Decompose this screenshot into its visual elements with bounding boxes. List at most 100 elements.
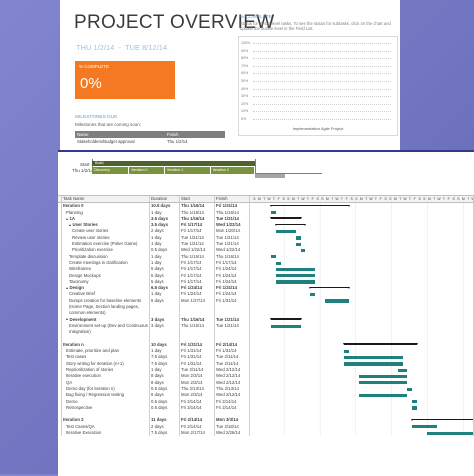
task-row: User Stories 3.5 days Fri 1/17/14 Wed 1/22/… [58, 222, 474, 229]
row-indicator [58, 241, 62, 248]
task-bar [295, 242, 301, 246]
day-label: W [403, 197, 407, 201]
task-finish: Wed 2/12/14 [215, 367, 250, 374]
task-bar [276, 267, 316, 272]
task-name: Reprioritization of stories [66, 367, 114, 373]
row-indicator [58, 259, 62, 267]
gantt-cell [250, 297, 474, 317]
task-bar [397, 368, 408, 372]
task-name: Dumps creation for baseline elements (Ho… [69, 297, 142, 316]
row-indicator [58, 215, 62, 223]
blank-cell [215, 335, 250, 342]
task-duration: 7.5 days [150, 429, 180, 437]
task-name: Planning [66, 209, 83, 215]
task-finish: Tue 1/21/14 [215, 241, 250, 248]
task-bar [276, 280, 316, 284]
task-duration: 3 days [150, 316, 180, 323]
day-label: T [331, 197, 334, 201]
task-name-cell: Create user stories [62, 228, 150, 235]
task-row: Iterative Execution 7.5 days Mon 2/17/14 We… [58, 429, 474, 437]
y-tick-label: 20% [241, 101, 249, 106]
task-row: Dumps creation for baseline elements (Ho… [58, 297, 474, 317]
row-indicator [58, 228, 62, 235]
day-label: T [408, 197, 411, 201]
task-name-cell: Iterative execution [62, 373, 150, 380]
complete-chart: Implementation Agile Project 100% 90% 80% 7… [238, 36, 398, 136]
day-label: W [369, 197, 373, 201]
task-finish: Tue 2/11/14 [215, 360, 250, 368]
chart-title: % COMPLETE [240, 15, 272, 20]
timeline-iteration: Discovery [92, 167, 130, 174]
day-label: T [272, 197, 275, 201]
gantt-cell [250, 322, 474, 336]
milestones-title: MILESTONES DUE [75, 115, 118, 120]
task-duration: 1 day [150, 259, 180, 267]
task-name-cell: Create meetings in clarification [62, 259, 150, 267]
task-duration: 0.5 days [150, 398, 180, 405]
task-finish: Tue 1/21/14 [215, 234, 250, 242]
task-row: Retrospective 0.5 days Fri 2/14/14 Fri 2/14… [58, 404, 474, 412]
blank-cell [180, 411, 215, 418]
task-name-cell: Test cases [62, 354, 150, 361]
task-start: Thu 1/16/14 [180, 209, 215, 216]
task-bar [276, 274, 316, 278]
row-indicator [58, 417, 62, 424]
task-start: Tue 1/21/14 [180, 234, 215, 242]
task-bar [358, 381, 408, 385]
task-finish: Fri 1/31/14 [215, 348, 250, 355]
task-bar [276, 230, 296, 234]
task-duration: 8 days [150, 373, 180, 380]
task-start: Fri 2/14/14 [180, 398, 215, 405]
report-title: PROJECT OVERVIEW [74, 12, 275, 33]
collapse-toggle [69, 223, 71, 226]
task-duration: 0.5 days [150, 404, 180, 412]
task-name-cell: QA [62, 379, 150, 386]
task-finish: Thu 1/16/14 [215, 253, 250, 260]
day-label: T [399, 197, 402, 201]
day-label: F [345, 197, 348, 201]
row-indicator [58, 285, 62, 292]
task-duration: 1 day [150, 241, 180, 248]
task-duration: 8 days [150, 379, 180, 386]
task-bar [344, 356, 403, 360]
task-start: Thu 1/16/14 [180, 203, 215, 210]
day-label: T [297, 197, 300, 201]
y-tick-label: 70% [241, 63, 249, 68]
row-indicator [58, 385, 62, 393]
task-finish: Wed 1/22/14 [215, 247, 250, 254]
task-duration: 1 day [150, 209, 180, 216]
task-finish: Fri 1/24/14 [215, 291, 250, 298]
overview-panel: PROJECT OVERVIEW THU 1/2/14 - TUE 8/12/1… [60, 0, 400, 150]
timeline-start-date: Thu 1/2/14 [72, 168, 94, 173]
task-name-cell: Bug fixing / Regression testing [62, 392, 150, 399]
task-duration: 3 days [150, 322, 180, 336]
task-name: Iteration n [63, 341, 84, 347]
task-finish: Mon 1/20/14 [215, 228, 250, 235]
row-indicator [58, 297, 62, 317]
y-tick-label: 80% [241, 56, 249, 61]
row-indicator [58, 322, 62, 336]
task-bar [344, 362, 403, 366]
summary-bar [270, 217, 302, 219]
task-bar [358, 374, 408, 379]
day-label: M [291, 197, 295, 201]
row-indicator [58, 398, 62, 405]
column-header: Finish [215, 196, 250, 203]
task-finish: Tue 2/11/14 [215, 354, 250, 361]
day-label: S [389, 197, 392, 201]
y-tick-label: 0% [241, 117, 247, 121]
timeline-iteration: Iteration 2 [210, 167, 255, 174]
task-row: QA 8 days Mon 2/3/14 Wed 2/12/14 [58, 379, 474, 386]
task-bar [310, 293, 316, 297]
task-name-cell: Template discussion [62, 253, 150, 260]
day-label: T [340, 197, 343, 201]
task-finish: Wed 2/26/14 [215, 429, 250, 437]
timeline-iterations: Discovery Iteration 0 Iteration 1 Iteration… [92, 167, 255, 174]
task-start: Fri 1/31/14 [180, 360, 215, 368]
gantt-cell [250, 429, 474, 437]
task-finish: Fri 1/24/14 [215, 278, 250, 286]
day-label: M [325, 197, 329, 201]
task-name-cell: Iteration 0 [62, 203, 150, 210]
task-row: Create user stories 2 days Fri 1/17/14 Mon … [58, 228, 474, 235]
